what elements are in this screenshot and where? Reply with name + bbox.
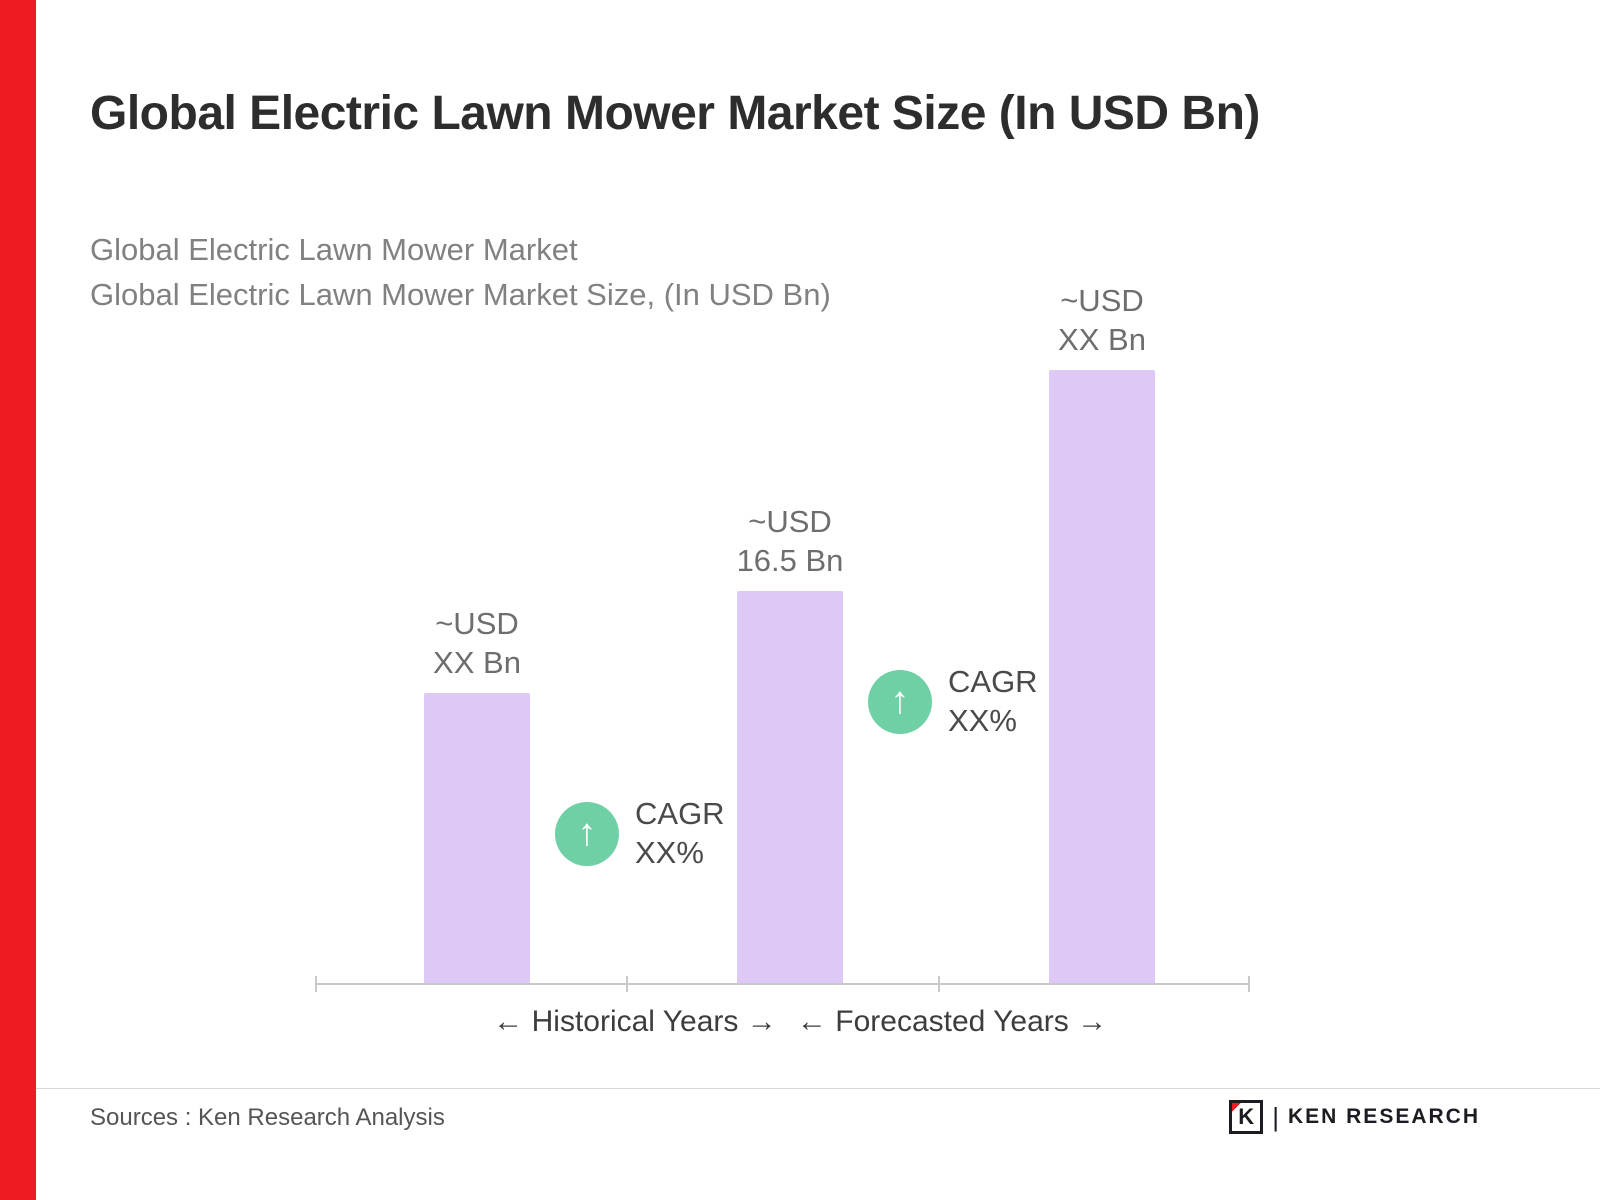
axis-tick xyxy=(626,976,628,992)
x-axis-group-historical: ← Historical Years → xyxy=(493,1005,777,1038)
bar-chart: ~USD XX Bn ~USD 16.5 Bn ~USD XX Bn ↑ CAG… xyxy=(315,280,1250,992)
axis-tick xyxy=(315,976,317,992)
cagr-badge-forecasted: ↑ CAGR XX% xyxy=(868,663,1038,741)
subtitle-line-2: Global Electric Lawn Mower Market Size, … xyxy=(90,276,831,312)
chart-subtitle: Global Electric Lawn Mower Market Global… xyxy=(90,228,890,318)
up-arrow-icon: ↑ xyxy=(555,801,619,866)
subtitle-line-1: Global Electric Lawn Mower Market xyxy=(90,232,578,267)
page-title: Global Electric Lawn Mower Market Size (… xyxy=(90,87,1260,140)
bar-current xyxy=(737,591,843,983)
bar-historical xyxy=(424,693,530,983)
footer-divider xyxy=(36,1088,1600,1089)
bar-group-current: ~USD 16.5 Bn xyxy=(680,502,900,983)
bar-value-label: ~USD XX Bn xyxy=(433,605,521,681)
cagr-label: CAGR XX% xyxy=(635,796,725,870)
ken-research-logo-icon: K xyxy=(1229,1100,1264,1134)
logo-wordmark: KEN RESEARCH xyxy=(1287,1105,1480,1128)
cagr-badge-historical: ↑ CAGR XX% xyxy=(555,795,725,873)
axis-tick xyxy=(1248,976,1250,992)
bar-value-label: ~USD 16.5 Bn xyxy=(736,503,844,579)
cagr-label: CAGR XX% xyxy=(948,664,1038,738)
bar-value-label: ~USD XX Bn xyxy=(1058,282,1146,358)
logo-separator: | xyxy=(1272,1101,1279,1132)
ken-research-logo: K | KEN RESEARCH xyxy=(1229,1100,1480,1134)
x-axis-line xyxy=(315,983,1250,985)
bar-group-forecasted: ~USD XX Bn xyxy=(992,281,1212,983)
x-axis-group-forecasted: ← Forecasted Years → xyxy=(796,1005,1108,1038)
left-accent-strip xyxy=(0,0,36,1200)
up-arrow-icon: ↑ xyxy=(868,669,932,734)
bar-forecasted xyxy=(1049,370,1155,983)
axis-tick xyxy=(938,976,940,992)
bar-group-historical: ~USD XX Bn xyxy=(367,604,587,983)
sources-note: Sources : Ken Research Analysis xyxy=(90,1104,445,1131)
